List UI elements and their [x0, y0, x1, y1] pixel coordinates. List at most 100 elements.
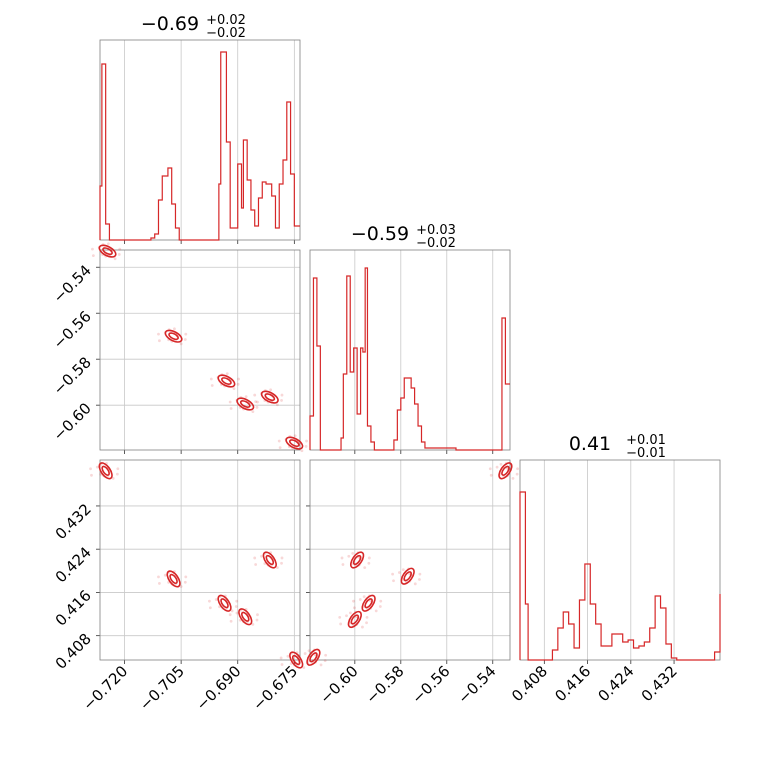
- sample-point: [111, 477, 115, 480]
- panel-title: −0.59: [351, 223, 409, 245]
- sample-point: [235, 611, 239, 615]
- sample-point: [489, 473, 493, 477]
- sample-point: [208, 599, 211, 603]
- sample-point: [163, 573, 167, 577]
- panel-frame: [99, 459, 301, 661]
- histogram-line: [519, 491, 721, 661]
- panel-1-1: −0.59 +0.03−0.02: [309, 223, 511, 454]
- panel-2-2: 0.41 +0.01−0.01 0.408 0.416 0.424 0.432: [508, 433, 721, 705]
- x-tick-label: −0.690: [193, 662, 245, 714]
- sample-point: [229, 619, 233, 623]
- title-plus: +0.03: [416, 223, 456, 238]
- sample-point: [254, 563, 258, 566]
- sample-point: [234, 605, 238, 608]
- x-tick-label: 0.432: [638, 662, 681, 705]
- contour-inner: [168, 332, 179, 341]
- panel-frame: [519, 459, 721, 661]
- sample-point: [228, 613, 232, 617]
- panel-title: 0.41: [569, 433, 611, 455]
- y-tick-label: 0.416: [52, 587, 95, 630]
- sample-point: [118, 247, 122, 251]
- contour-outer: [217, 594, 232, 612]
- sample-point: [353, 606, 356, 610]
- sample-point: [254, 400, 258, 404]
- sample-point: [300, 449, 304, 453]
- sample-point: [91, 254, 95, 258]
- sample-point: [351, 552, 355, 555]
- sample-point: [253, 393, 257, 397]
- x-tick-label: 0.416: [551, 662, 594, 705]
- sample-point: [365, 616, 369, 619]
- sample-point: [418, 578, 421, 581]
- contour-outer: [217, 374, 236, 388]
- sample-point: [253, 556, 257, 560]
- sample-point: [499, 462, 503, 466]
- sample-point: [279, 656, 283, 660]
- x-tick-label: −0.705: [136, 662, 188, 714]
- contour-inner: [221, 377, 232, 385]
- contour-outer: [98, 462, 113, 480]
- sample-point: [401, 568, 405, 572]
- contour-outer: [306, 648, 321, 666]
- contour-inner: [309, 652, 318, 663]
- y-tick-label: 0.432: [52, 500, 95, 543]
- sample-point: [392, 579, 395, 583]
- sample-point: [208, 606, 212, 610]
- panel-2-1: −0.60 −0.58 −0.56 −0.54: [296, 459, 519, 707]
- x-tick-label: −0.56: [408, 662, 453, 707]
- sample-point: [307, 649, 311, 653]
- panel-title: −0.69: [141, 13, 199, 35]
- sample-point: [367, 561, 371, 565]
- x-tick-label: −0.675: [249, 662, 301, 714]
- contour-outer: [98, 244, 117, 258]
- sample-point: [117, 253, 121, 256]
- sample-point: [352, 599, 355, 603]
- contour-outer: [238, 608, 253, 626]
- contour-inner: [501, 465, 510, 476]
- sample-point: [157, 575, 160, 579]
- sample-point: [304, 444, 308, 448]
- title-minus: −0.02: [416, 236, 456, 251]
- sample-point: [280, 663, 284, 666]
- contour-inner: [291, 654, 301, 666]
- sample-point: [269, 388, 273, 392]
- sample-point: [255, 405, 259, 409]
- sample-point: [280, 556, 284, 560]
- sample-point: [210, 384, 214, 387]
- contour-inner: [350, 614, 360, 625]
- sample-point: [413, 582, 417, 586]
- sample-point: [365, 621, 368, 625]
- sample-point: [232, 387, 236, 391]
- title-minus: −0.02: [206, 26, 246, 41]
- y-tick-label: −0.60: [50, 399, 95, 444]
- contour-inner: [102, 247, 113, 256]
- sample-point: [341, 563, 345, 566]
- contour-outer: [347, 610, 362, 629]
- title-plus: +0.02: [206, 13, 246, 28]
- sample-point: [89, 467, 92, 471]
- sample-point: [236, 382, 240, 386]
- contour-outer: [400, 567, 415, 585]
- contour-inner: [352, 554, 362, 566]
- contour-inner: [169, 573, 178, 585]
- sample-point: [361, 625, 364, 629]
- sample-point: [374, 609, 378, 613]
- sample-point: [235, 599, 239, 603]
- sample-point: [367, 556, 371, 560]
- x-tick-label: 0.408: [508, 662, 551, 705]
- x-tick-label: −0.54: [454, 662, 499, 707]
- sample-point: [237, 377, 241, 381]
- sample-point: [173, 327, 176, 331]
- contour-inner: [265, 554, 275, 566]
- contour-outer: [285, 436, 304, 450]
- sample-point: [158, 582, 161, 585]
- sample-point: [276, 403, 279, 407]
- contour-outer: [262, 551, 277, 569]
- sample-point: [230, 609, 234, 613]
- sample-point: [418, 572, 422, 576]
- sample-point: [255, 618, 259, 622]
- sample-point: [511, 477, 515, 480]
- sample-point: [256, 400, 259, 404]
